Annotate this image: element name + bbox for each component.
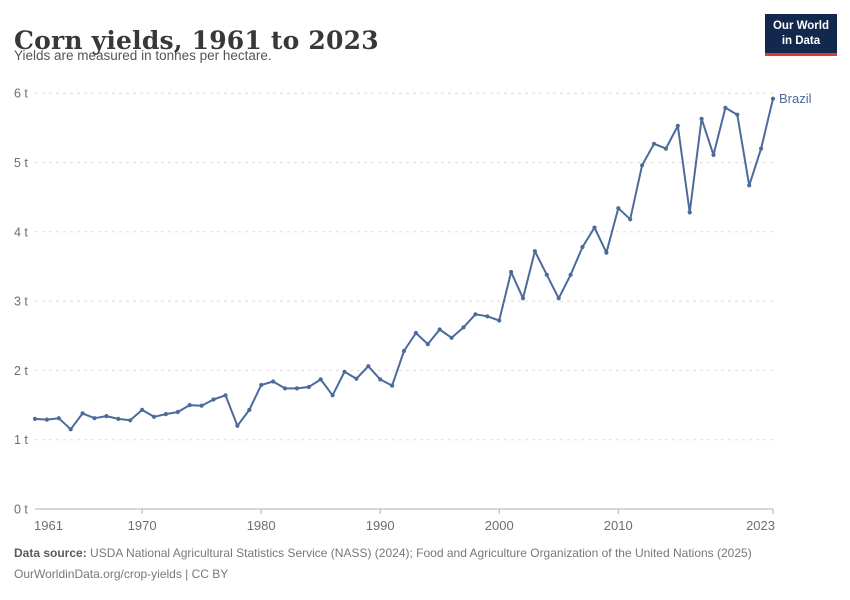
data-point-marker xyxy=(259,382,264,388)
data-point-marker xyxy=(306,384,311,390)
source-link[interactable]: OurWorldinData.org/crop-yields | CC BY xyxy=(14,567,229,581)
data-source-label: Data source: xyxy=(14,546,87,560)
y-axis-tick-label: 5 t xyxy=(14,156,28,170)
data-point-marker xyxy=(128,418,133,423)
data-point-marker xyxy=(199,403,204,408)
data-point-marker xyxy=(675,123,680,128)
data-point-marker xyxy=(413,330,418,336)
x-axis-tick-label: 2010 xyxy=(604,518,633,533)
x-axis-tick-label: 2023 xyxy=(746,518,775,533)
data-point-marker xyxy=(187,403,192,408)
series-line-brazil[interactable] xyxy=(34,97,774,431)
data-point-marker xyxy=(318,377,323,382)
data-point-marker xyxy=(235,423,240,428)
data-point-marker xyxy=(437,327,442,332)
data-point-marker xyxy=(32,416,38,421)
page-title: Corn yields, 1961 to 2023 xyxy=(14,25,379,55)
y-axis-tick-label: 2 t xyxy=(14,364,28,378)
data-point-marker xyxy=(211,397,216,402)
owid-logo-line2: in Data xyxy=(781,34,821,47)
data-point-marker xyxy=(354,376,359,381)
data-point-marker xyxy=(104,414,109,419)
data-point-marker xyxy=(223,393,228,398)
data-point-marker xyxy=(544,272,549,277)
x-axis-tick-label: 1990 xyxy=(366,518,395,533)
data-point-marker xyxy=(425,342,430,347)
x-axis-tick-label: 1961 xyxy=(34,518,63,533)
x-axis-tick-label: 1970 xyxy=(128,518,157,533)
data-point-marker xyxy=(163,412,168,417)
data-point-marker xyxy=(604,250,609,255)
data-point-marker xyxy=(294,386,299,391)
owid-logo[interactable]: Our World in Data xyxy=(764,14,837,56)
data-point-marker xyxy=(687,210,692,215)
data-point-marker xyxy=(509,269,514,275)
data-point-marker xyxy=(140,407,145,412)
y-axis-tick-label: 3 t xyxy=(14,295,28,309)
line-chart[interactable]: 0 t 1 t 2 t 3 t 4 t 5 t 6 t 1961 1970 1980 1990 200… xyxy=(0,0,850,540)
x-axis-tick-label: 2000 xyxy=(485,518,514,533)
chart-footer: Data source: USDA National Agricultural … xyxy=(14,543,836,585)
data-point-marker xyxy=(342,369,347,374)
data-point-marker xyxy=(651,141,657,146)
chart-subtitle: Yields are measured in tonnes per hectar… xyxy=(14,48,272,63)
data-point-marker xyxy=(592,225,597,230)
data-point-marker xyxy=(378,377,383,382)
owid-logo-line1: Our World xyxy=(772,20,829,32)
data-point-marker xyxy=(473,312,478,317)
data-point-marker xyxy=(723,105,728,110)
data-source-text: USDA National Agricultural Statistics Se… xyxy=(86,546,752,560)
data-point-marker xyxy=(68,427,73,432)
data-point-marker xyxy=(628,217,633,222)
data-source-line: Data source: USDA National Agricultural … xyxy=(14,543,836,564)
y-axis-tick-label: 0 t xyxy=(14,503,28,517)
data-point-marker xyxy=(663,146,669,151)
data-point-marker xyxy=(92,416,97,421)
data-point-marker xyxy=(711,152,716,157)
data-point-marker xyxy=(485,314,490,319)
data-point-marker xyxy=(271,379,276,384)
data-point-marker xyxy=(44,417,50,422)
y-axis-tick-label: 1 t xyxy=(14,433,28,447)
data-point-marker xyxy=(556,296,561,301)
data-point-marker xyxy=(151,414,157,419)
data-point-marker xyxy=(640,163,645,168)
data-point-marker xyxy=(568,272,573,277)
series-end-label-brazil[interactable]: Brazil xyxy=(779,91,812,106)
y-axis-tick-label: 4 t xyxy=(14,225,28,239)
data-point-marker xyxy=(116,416,121,421)
data-point-marker xyxy=(735,112,740,117)
data-point-marker xyxy=(282,386,288,391)
data-point-marker xyxy=(56,416,61,421)
y-axis-tick-label: 6 t xyxy=(14,87,28,101)
data-point-marker xyxy=(532,249,538,254)
data-point-marker xyxy=(449,335,454,340)
data-point-marker xyxy=(175,409,180,415)
data-point-marker xyxy=(770,96,776,101)
data-point-marker xyxy=(699,116,704,121)
data-point-marker xyxy=(401,348,407,354)
data-point-marker xyxy=(497,318,502,323)
data-point-marker xyxy=(747,183,752,188)
data-point-marker xyxy=(580,244,585,250)
data-point-marker xyxy=(330,393,335,398)
data-point-marker xyxy=(461,325,466,330)
data-point-marker xyxy=(390,383,395,388)
data-point-marker xyxy=(366,364,371,369)
data-point-marker xyxy=(80,411,85,416)
x-axis-tick-label: 1980 xyxy=(247,518,276,533)
data-point-marker xyxy=(520,296,526,301)
data-point-marker xyxy=(759,146,764,151)
data-point-marker xyxy=(616,206,621,211)
data-point-marker xyxy=(247,407,252,412)
